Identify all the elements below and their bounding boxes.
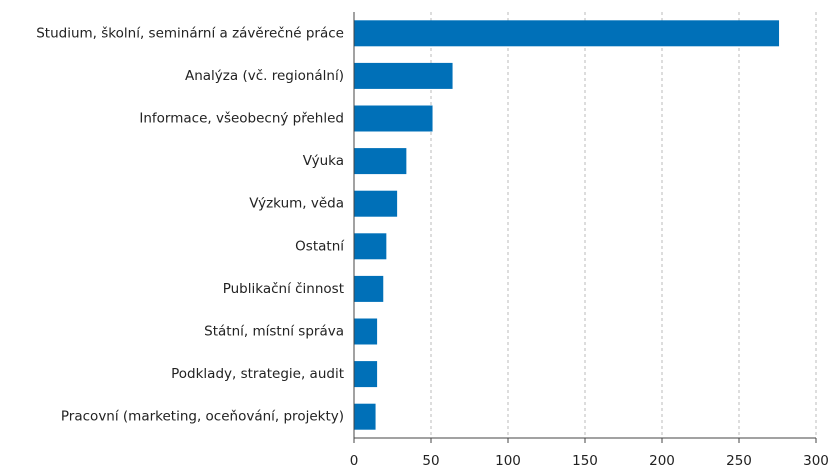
x-tick-label: 150	[572, 453, 598, 468]
y-tick-label: Podklady, strategie, audit	[171, 366, 344, 382]
y-tick-label: Informace, všeobecný přehled	[139, 111, 344, 127]
bar	[354, 318, 378, 345]
bar	[354, 233, 387, 260]
y-tick-label: Ostatní	[295, 238, 345, 254]
y-tick-label: Státní, místní správa	[204, 324, 344, 340]
x-tick-label: 250	[726, 453, 752, 468]
y-tick-label: Výzkum, věda	[249, 196, 344, 212]
y-tick-label: Studium, školní, seminární a závěrečné p…	[36, 25, 344, 41]
bar	[354, 20, 780, 47]
x-tick-label: 100	[495, 453, 521, 468]
y-tick-label: Publikační činnost	[223, 281, 344, 297]
x-tick-label: 50	[422, 453, 439, 468]
y-tick-label: Pracovní (marketing, oceňování, projekty…	[61, 409, 344, 425]
bar	[354, 190, 398, 217]
bar	[354, 403, 376, 430]
x-tick-label: 200	[649, 453, 675, 468]
bar	[354, 275, 384, 302]
y-tick-label: Výuka	[303, 153, 344, 169]
bar	[354, 62, 453, 89]
y-tick-label: Analýza (vč. regionální)	[185, 68, 344, 84]
x-tick-label: 300	[803, 453, 829, 468]
bar	[354, 105, 433, 132]
bar	[354, 361, 378, 388]
bar	[354, 148, 407, 175]
x-tick-label: 0	[350, 453, 359, 468]
